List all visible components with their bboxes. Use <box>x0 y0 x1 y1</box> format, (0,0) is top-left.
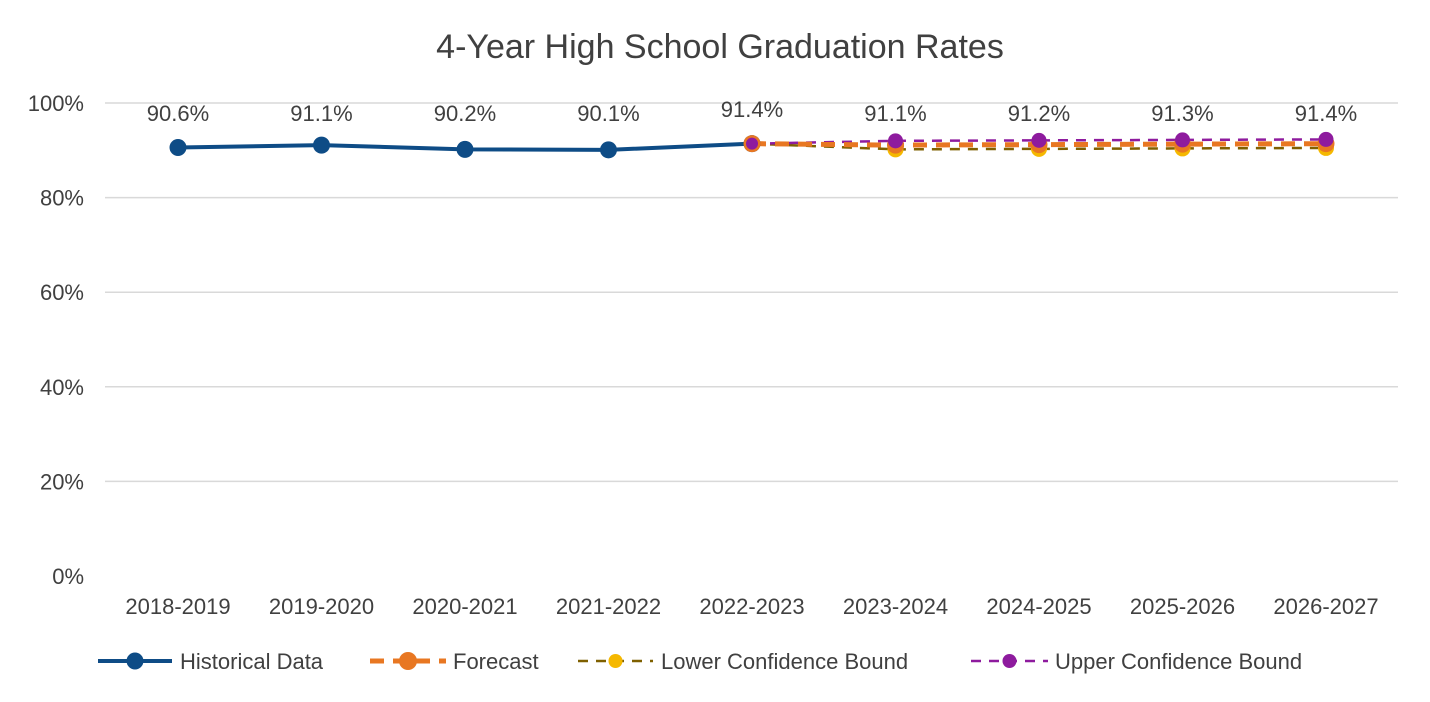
data-label: 91.1% <box>290 101 352 126</box>
y-tick-label: 20% <box>40 469 84 494</box>
x-tick-label: 2022-2023 <box>699 594 804 619</box>
x-tick-label: 2020-2021 <box>412 594 517 619</box>
y-axis: 0% 20% 40% 60% 80% 100% <box>28 91 84 589</box>
legend-marker-historical-data <box>126 652 144 670</box>
data-label: 91.1% <box>864 101 926 126</box>
point-historical-data <box>600 141 617 159</box>
x-axis: 2018-2019 2019-2020 2020-2021 2021-2022 2022… <box>125 594 1378 619</box>
point-upper-confidence-bound <box>746 137 758 150</box>
x-tick-label: 2023-2024 <box>843 594 948 619</box>
y-tick-label: 60% <box>40 280 84 305</box>
series-layer <box>169 131 1335 159</box>
x-tick-label: 2018-2019 <box>125 594 230 619</box>
data-label: 91.2% <box>1008 101 1070 126</box>
legend-label-historical-data: Historical Data <box>180 649 324 674</box>
legend-label-forecast: Forecast <box>453 649 539 674</box>
data-labels: 90.6% 91.1% 90.2% 90.1% 91.4% 91.1% 91.2% 91.3%… <box>147 97 1357 126</box>
x-tick-label: 2019-2020 <box>269 594 374 619</box>
grid-layer <box>105 102 1398 483</box>
legend-label-upper-confidence-bound: Upper Confidence Bound <box>1055 649 1302 674</box>
data-label: 91.4% <box>1295 101 1357 126</box>
y-tick-label: 80% <box>40 186 84 211</box>
x-tick-label: 2026-2027 <box>1273 594 1378 619</box>
legend-marker-forecast <box>399 652 417 670</box>
chart-title: 4-Year High School Graduation Rates <box>436 28 1004 66</box>
legend-marker-lower-confidence-bound <box>608 654 623 668</box>
legend: Historical Data Forecast Lower Confidence … <box>98 649 1302 674</box>
series-line-lower-confidence-bound <box>751 142 1327 151</box>
x-tick-label: 2021-2022 <box>556 594 661 619</box>
y-tick-label: 100% <box>28 91 84 116</box>
y-tick-label: 40% <box>40 375 84 400</box>
series-line-upper-confidence-bound <box>751 138 1327 145</box>
point-upper-confidence-bound <box>1318 131 1334 147</box>
point-historical-data <box>456 140 474 158</box>
point-historical-data <box>313 136 330 154</box>
data-label: 91.3% <box>1151 101 1213 126</box>
point-historical-data <box>169 138 187 156</box>
data-label: 91.4% <box>721 97 783 122</box>
y-tick-label: 0% <box>52 564 84 589</box>
point-upper-confidence-bound <box>1175 132 1190 148</box>
point-upper-confidence-bound <box>1031 132 1047 148</box>
data-label: 90.2% <box>434 101 496 126</box>
point-upper-confidence-bound <box>888 133 903 149</box>
data-label: 90.6% <box>147 101 209 126</box>
legend-marker-upper-confidence-bound <box>1002 654 1017 668</box>
data-label: 90.1% <box>577 101 639 126</box>
x-tick-label: 2024-2025 <box>986 594 1091 619</box>
x-tick-label: 2025-2026 <box>1130 594 1235 619</box>
legend-label-lower-confidence-bound: Lower Confidence Bound <box>661 649 908 674</box>
